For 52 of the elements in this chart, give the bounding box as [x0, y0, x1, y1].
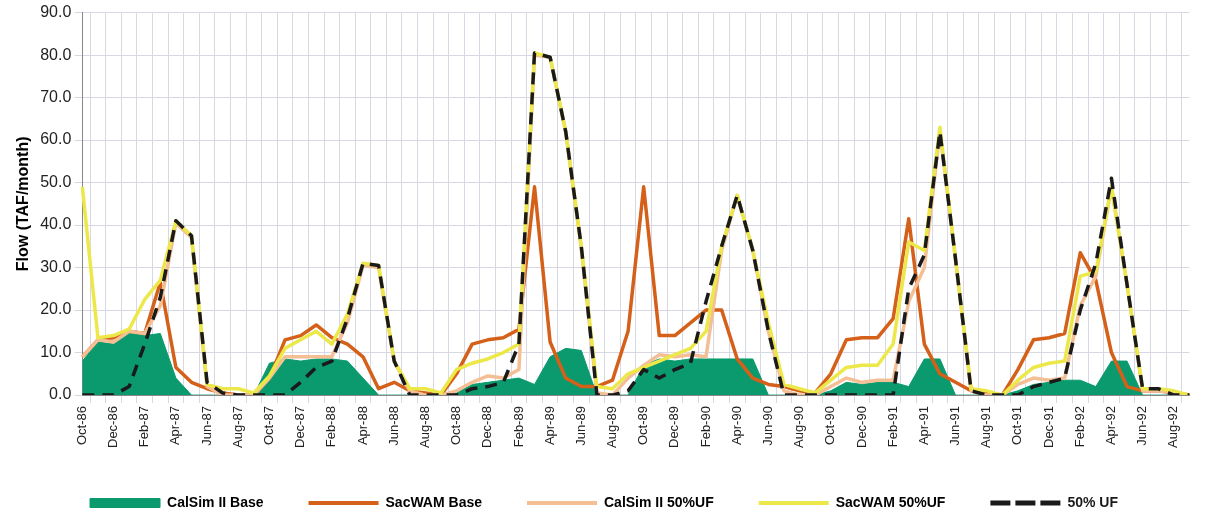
- x-tick-label: Jun-88: [385, 406, 401, 446]
- x-tick-label: Oct-86: [73, 406, 89, 446]
- x-tick-label: Oct-88: [448, 406, 464, 446]
- x-tick-label: Apr-90: [728, 406, 744, 446]
- x-tick-label: Jun-89: [572, 406, 588, 446]
- y-tick-label: 40.0: [40, 215, 72, 233]
- legend-label: CalSim II Base: [167, 493, 264, 510]
- x-tick-label: Jun-90: [759, 406, 775, 446]
- y-tick-label: 50.0: [40, 173, 72, 190]
- x-tick-label: Aug-89: [604, 406, 620, 448]
- x-tick-label: Dec-88: [479, 406, 495, 448]
- x-tick-label: Oct-91: [1009, 406, 1025, 446]
- y-tick-label: 0.0: [49, 385, 72, 403]
- y-tick-label: 90.0: [40, 3, 72, 21]
- x-tick-label: Oct-87: [261, 406, 277, 446]
- legend-label: SacWAM 50%UF: [835, 493, 946, 510]
- x-tick-label: Oct-89: [635, 406, 651, 446]
- legend-label: CalSim II 50%UF: [604, 493, 715, 510]
- y-tick-label: 30.0: [40, 257, 72, 275]
- x-tick-label: Feb-91: [884, 406, 900, 448]
- y-tick-label: 10.0: [40, 342, 72, 360]
- x-tick-label: Apr-87: [167, 406, 183, 446]
- x-tick-label: Jun-91: [947, 406, 963, 446]
- y-axis-title: Flow (TAF/month): [14, 136, 32, 272]
- x-tick-label: Aug-91: [978, 406, 994, 448]
- x-tick-label: Dec-86: [105, 406, 121, 448]
- x-tick-label: Aug-88: [416, 406, 432, 448]
- x-tick-label: Jun-92: [1134, 406, 1150, 446]
- x-tick-label: Feb-90: [697, 406, 713, 448]
- x-tick-label: Feb-92: [1071, 406, 1087, 448]
- legend-label: SacWAM Base: [385, 493, 483, 510]
- x-tick-label: Apr-89: [541, 406, 557, 446]
- x-tick-label: Oct-90: [822, 406, 838, 446]
- y-tick-label: 60.0: [40, 130, 72, 148]
- y-tick-label: 70.0: [40, 88, 72, 105]
- x-tick-label: Aug-90: [791, 406, 807, 448]
- x-tick-label: Feb-89: [510, 406, 526, 448]
- x-tick-label: Feb-87: [136, 406, 152, 448]
- text: 50% UF: [1067, 493, 1119, 510]
- x-tick-label: Dec-89: [666, 406, 682, 448]
- x-tick-label: Apr-88: [354, 406, 370, 446]
- x-tick-label: Dec-87: [292, 406, 308, 448]
- x-tick-label: Aug-87: [229, 406, 245, 448]
- x-tick-label: Dec-91: [1040, 406, 1056, 448]
- x-tick-label: Jun-87: [198, 406, 214, 446]
- y-tick-label: 20.0: [40, 300, 72, 318]
- x-tick-label: Feb-88: [323, 406, 339, 448]
- x-tick-label: Aug-92: [1165, 406, 1181, 448]
- x-tick-label: Apr-91: [915, 406, 931, 446]
- y-tick-label: 80.0: [40, 45, 72, 63]
- x-tick-label: Dec-90: [853, 406, 869, 448]
- x-tick-label: Apr-92: [1103, 406, 1119, 446]
